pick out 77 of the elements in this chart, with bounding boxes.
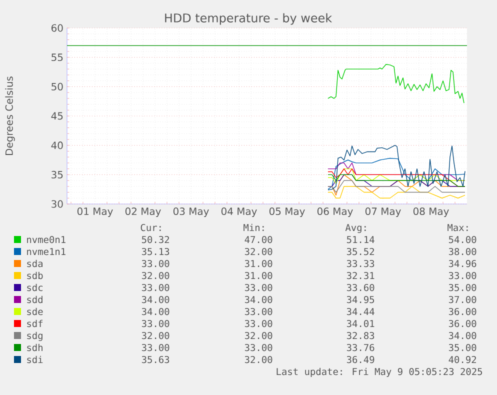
text: 47.00 <box>244 236 272 244</box>
legend-label: sdi <box>27 356 43 364</box>
text: 33.00 <box>244 320 272 328</box>
text: 38.00 <box>448 248 476 256</box>
legend-label: sdg <box>27 332 42 342</box>
x-tick-label: 05 May <box>269 208 305 217</box>
text: 31.00 <box>244 272 272 280</box>
text: 54.00 <box>448 236 476 244</box>
text: Last update: Fri May 9 05:05:23 2025 <box>276 368 482 377</box>
y-tick-label: 55 <box>52 54 63 62</box>
legend-label: sdh <box>27 344 42 352</box>
text: 34.00 <box>448 332 476 340</box>
y-axis-title: Degrees Celsius <box>5 76 15 155</box>
text: 32.00 <box>244 356 272 364</box>
legend-label: sdc <box>27 284 43 292</box>
x-tick-label: 04 May <box>221 208 257 217</box>
x-tick-label: 01 May <box>77 208 113 217</box>
text: 34.00 <box>142 308 170 316</box>
legend-label: nvme1n1 <box>27 248 66 256</box>
text: 51.14 <box>346 236 374 244</box>
text: 34.44 <box>346 308 374 316</box>
x-tick-label: 03 May <box>173 208 209 217</box>
text: 32.00 <box>142 332 170 340</box>
text: Avg: <box>345 224 366 234</box>
text: 31.00 <box>244 260 272 268</box>
text: 34.00 <box>142 296 170 304</box>
text: Cur: <box>140 224 161 232</box>
y-tick-label: 35 <box>52 170 63 178</box>
text: 33.33 <box>346 260 374 268</box>
y-tick-label: 45 <box>51 112 63 120</box>
text: Max: <box>448 224 468 232</box>
text: 33.00 <box>448 272 476 280</box>
x-tick-label: 06 May <box>317 208 353 217</box>
text: 35.00 <box>448 344 476 352</box>
text: 33.00 <box>244 344 272 352</box>
text: 34.01 <box>346 320 374 328</box>
text: 35.13 <box>142 248 170 256</box>
legend-label: sda <box>27 260 42 268</box>
legend-label: sdd <box>27 296 42 304</box>
text: Min: <box>244 224 264 231</box>
text: 34.95 <box>346 296 374 304</box>
x-tick-label: 08 May <box>413 208 449 217</box>
text: 33.00 <box>142 320 170 328</box>
legend-label: nvme0n1 <box>27 236 66 244</box>
chart-title: HDD temperature - by week <box>165 13 332 25</box>
legend-label: sdb <box>27 272 43 280</box>
text: 33.00 <box>244 284 272 292</box>
text: 37.00 <box>448 296 476 304</box>
text: 32.31 <box>346 272 374 280</box>
text: 32.83 <box>346 332 374 340</box>
text: 33.00 <box>142 284 170 292</box>
text: 40.92 <box>448 356 476 364</box>
text: 50.32 <box>142 236 169 244</box>
y-tick-label: 60 <box>52 24 63 32</box>
text: 33.00 <box>142 260 170 268</box>
x-tick-label: 02 May <box>125 208 161 217</box>
text: 32.00 <box>142 272 170 280</box>
text: 34.96 <box>448 260 476 268</box>
y-tick-label: 30 <box>52 200 63 208</box>
text: 36.49 <box>346 356 374 364</box>
text: 34.00 <box>244 296 272 304</box>
text: 33.00 <box>244 308 272 316</box>
y-tick-label: 50 <box>52 82 63 90</box>
x-tick-label: 07 May <box>365 208 401 217</box>
text: 33.76 <box>346 344 374 352</box>
text: 32.00 <box>244 248 272 256</box>
legend-label: sdf <box>27 320 43 328</box>
y-tick-label: 40 <box>51 142 63 150</box>
text: 33.60 <box>346 284 374 292</box>
text: 36.00 <box>448 308 476 316</box>
text: 35.63 <box>142 356 170 364</box>
text: 33.00 <box>142 344 170 352</box>
text: 32.00 <box>244 332 272 340</box>
legend-label: sde <box>27 308 43 316</box>
text: 35.52 <box>346 248 374 256</box>
text: 35.00 <box>448 284 476 292</box>
text: 36.00 <box>448 320 476 328</box>
